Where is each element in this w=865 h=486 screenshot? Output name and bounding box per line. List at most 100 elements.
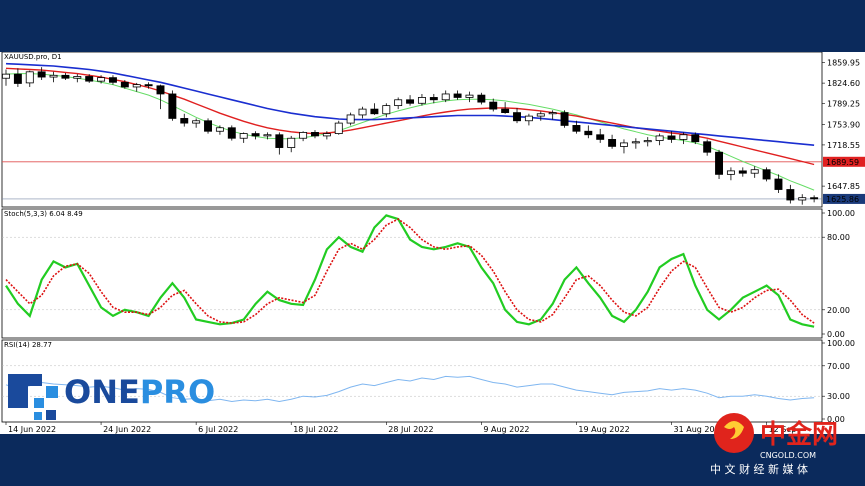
date-label: 6 Jul 2022: [198, 425, 238, 434]
candle-body: [810, 197, 819, 200]
ma-blue-line: [5, 62, 815, 146]
candle-body: [631, 141, 640, 144]
level-price-label: 1689.59: [826, 158, 859, 167]
candle-body: [85, 76, 94, 82]
candle-body: [358, 108, 367, 116]
candle-body: [667, 135, 676, 140]
candle-body: [275, 134, 284, 148]
candle-body: [572, 125, 581, 132]
candle-body: [37, 71, 46, 78]
candle-body: [168, 93, 177, 119]
candle-body: [524, 115, 533, 122]
ma-green-line: [5, 73, 815, 191]
candle-body: [738, 170, 747, 174]
rsi-panel: 100.00 70.00 30.00 0.00 RSI(14) 28.77: [1, 339, 855, 424]
candle-body: [655, 135, 664, 141]
date-label: 28 Jul 2022: [388, 425, 433, 434]
price-tick-label: 1647.85: [827, 182, 860, 191]
candle-body: [441, 93, 450, 101]
date-label: 12 Sep: [769, 425, 797, 434]
candle-body: [620, 142, 628, 147]
candle-body: [311, 132, 319, 137]
candle-body: [299, 132, 308, 139]
panel-border: [1, 339, 823, 423]
price-tick-label: 1824.60: [827, 79, 860, 88]
candle-body: [762, 169, 771, 180]
candle-body: [417, 97, 426, 104]
candle-body: [596, 134, 605, 140]
candle-body: [156, 85, 165, 95]
candle-body: [394, 99, 403, 107]
candle-body: [322, 133, 331, 137]
date-label: 18 Jul 2022: [293, 425, 338, 434]
stoch-label: Stoch(5,3,3) 6.04 8.49: [4, 210, 83, 218]
rsi-tick-label: 100.00: [827, 339, 855, 348]
rsi-tick-label: 0.00: [827, 415, 845, 424]
price-tick-label: 1859.95: [827, 59, 860, 68]
candle-body: [251, 133, 260, 137]
stoch-d-line: [5, 218, 815, 324]
stoch-tick-label: 0.00: [827, 330, 845, 339]
onepro-text-one: ONE: [64, 373, 140, 411]
stochastic-panel: 100.00 80.00 20.00 0.00 Stoch(5,3,3) 6.04 8.…: [1, 208, 855, 339]
candle-body: [263, 134, 272, 137]
candle-body: [215, 127, 224, 132]
candle-body: [144, 84, 153, 87]
date-axis: 14 Jun 2022 24 Jun 2022 6 Jul 2022 18 Jul 2…: [5, 422, 797, 434]
candle-body: [726, 170, 735, 175]
candle-body: [691, 134, 700, 143]
current-price-label: 1625.86: [826, 195, 859, 204]
price-panel: 1859.95 1824.60 1789.25 1753.90 1718.55 1647.…: [1, 52, 865, 208]
candle-body: [703, 141, 712, 153]
trading-chart: 1859.95 1824.60 1789.25 1753.90 1718.55 1647.…: [1, 52, 865, 434]
cngold-slogan: 中 文 财 经 新 媒 体: [710, 462, 808, 476]
candle-body: [536, 113, 545, 117]
candle-body: [715, 151, 724, 175]
candle-body: [489, 101, 498, 110]
onepro-logo: ONEPRO: [8, 373, 215, 420]
candle-body: [108, 77, 117, 83]
panel-border: [1, 52, 823, 208]
rsi-tick-label: 70.00: [827, 362, 850, 371]
candle-body: [429, 97, 438, 101]
date-label: 31 Aug 2022: [674, 425, 725, 434]
candle-body: [97, 77, 106, 82]
candle-body: [548, 112, 557, 115]
candle-body: [643, 140, 652, 143]
current-price-badge: [823, 193, 865, 204]
candle-body: [25, 71, 34, 84]
cngold-logo: 中金网 CNGOLD.COM 中 文 财 经 新 媒 体: [710, 413, 838, 476]
candle-body: [679, 134, 688, 140]
candle-body: [192, 120, 201, 124]
candle-body: [334, 122, 343, 134]
date-label: 9 Aug 2022: [483, 425, 529, 434]
stoch-k-line: [5, 214, 815, 328]
level-price-badge: [823, 156, 865, 167]
cngold-title: 中金网: [760, 419, 838, 450]
candle-body: [382, 105, 391, 115]
date-label: 24 Jun 2022: [103, 425, 151, 434]
candle-body: [798, 197, 807, 201]
candle-body: [346, 114, 355, 124]
rsi-label: RSI(14) 28.77: [4, 341, 52, 349]
cngold-emblem-icon: [714, 413, 754, 453]
candle-body: [239, 133, 248, 139]
candle-body: [477, 94, 486, 103]
onepro-text-pro: PRO: [140, 373, 215, 411]
candle-body: [786, 189, 795, 201]
cngold-url: CNGOLD.COM: [760, 451, 816, 460]
candle-body: [204, 120, 212, 132]
onepro-mark-icon: [8, 374, 58, 420]
candle-body: [49, 74, 58, 78]
candle-body: [73, 76, 82, 79]
candle-body: [132, 84, 141, 88]
stoch-tick-label: 80.00: [827, 233, 850, 242]
candle-body: [750, 169, 759, 174]
candle-body: [560, 112, 569, 126]
candle-body: [501, 108, 510, 114]
candle-body: [370, 108, 379, 115]
chart-frame: 1859.95 1824.60 1789.25 1753.90 1718.55 1647.…: [0, 52, 865, 434]
stoch-tick-label: 20.00: [827, 306, 850, 315]
price-tick-label: 1718.55: [827, 141, 860, 150]
symbol-label: XAUUSD.pro, D1: [4, 53, 62, 61]
